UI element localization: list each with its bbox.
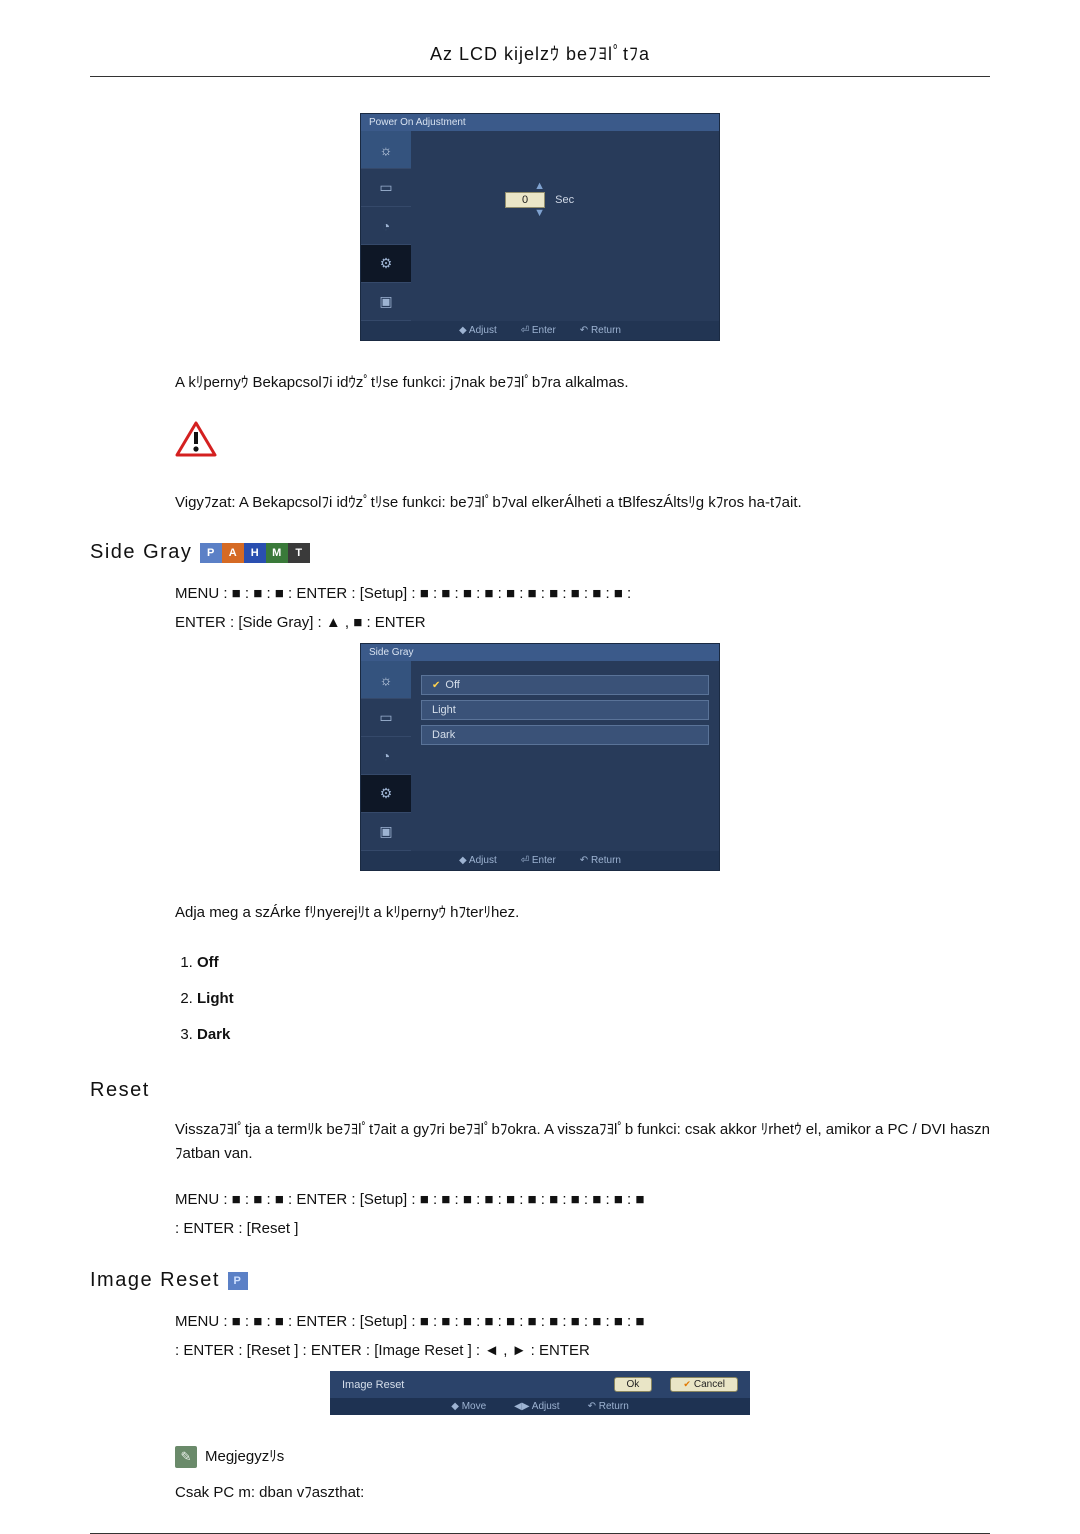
badge-p: P bbox=[200, 543, 222, 563]
page-title: Az LCD kijelzｳ beﾌﾖlﾟt﻿ﾌa bbox=[90, 40, 990, 77]
menu-icon[interactable]: ⚙ bbox=[361, 245, 411, 283]
menu-path-line: MENU : ■ : ■ : ■ : ENTER : [Setup] : ■ :… bbox=[175, 1308, 990, 1337]
menu-icon[interactable]: ☼ bbox=[361, 131, 411, 169]
dialog-foot-return: ↶ Return bbox=[588, 1401, 629, 1412]
osd-foot-adjust: ◆ Adjust bbox=[459, 325, 497, 336]
menu-icon[interactable]: ▣ bbox=[361, 813, 411, 851]
option-off[interactable]: ✔Off bbox=[421, 675, 709, 695]
menu-path-line: MENU : ■ : ■ : ■ : ENTER : [Setup] : ■ :… bbox=[175, 580, 990, 609]
badge-h: H bbox=[244, 543, 266, 563]
dialog-title: Image Reset bbox=[342, 1379, 404, 1391]
note-body: Csak PC m: dban vﾌaszthat: bbox=[175, 1481, 990, 1505]
warning-icon bbox=[175, 421, 217, 457]
menu-path-line: : ENTER : [Reset ] : ENTER : [Image Rese… bbox=[175, 1337, 990, 1366]
image-reset-dialog: Image Reset Ok Cancel ◆ Move ◀▶ Adjust ↶… bbox=[330, 1371, 750, 1415]
dialog-foot-adjust: ◀▶ Adjust bbox=[514, 1401, 559, 1412]
mode-badges: P A H M T bbox=[200, 543, 310, 563]
image-reset-heading: Image Reset bbox=[90, 1269, 220, 1292]
menu-icon[interactable]: ▭ bbox=[361, 699, 411, 737]
osd-title: Side Gray bbox=[361, 644, 719, 661]
down-arrow-icon[interactable]: ▼ bbox=[534, 208, 545, 219]
menu-icon[interactable]: ⚙ bbox=[361, 775, 411, 813]
menu-icon[interactable]: ◔ bbox=[361, 207, 411, 245]
dialog-foot-move: ◆ Move bbox=[451, 1401, 486, 1412]
power-on-warning: Vigyﾌzat: A Bekapcsolﾌi idｳzﾟtﾘse funkci… bbox=[175, 491, 990, 515]
menu-icon[interactable]: ◔ bbox=[361, 737, 411, 775]
power-on-osd: Power On Adjustment ☼ ▭ ◔ ⚙ ▣ ▲ 0 Sec bbox=[360, 113, 720, 341]
reset-heading: Reset bbox=[90, 1079, 150, 1102]
menu-icon[interactable]: ☼ bbox=[361, 661, 411, 699]
osd-foot-enter: ⏎ Enter bbox=[521, 855, 556, 866]
list-item: Dark bbox=[197, 1017, 990, 1053]
side-gray-list: Off Light Dark bbox=[197, 945, 990, 1053]
menu-path-line: ENTER : [Side Gray] : ▲ , ■ : ENTER bbox=[175, 609, 990, 638]
menu-icon[interactable]: ▭ bbox=[361, 169, 411, 207]
osd-title: Power On Adjustment bbox=[361, 114, 719, 131]
menu-icon[interactable]: ▣ bbox=[361, 283, 411, 321]
side-gray-menu-path: MENU : ■ : ■ : ■ : ENTER : [Setup] : ■ :… bbox=[175, 580, 990, 637]
osd-foot-return: ↶ Return bbox=[580, 325, 621, 336]
reset-para: Visszaﾌﾖlﾟtja a termﾘk beﾌﾖlﾟt﻿ﾌait a gy… bbox=[175, 1118, 990, 1166]
note-icon: ✎ bbox=[175, 1446, 197, 1468]
menu-path-line: : ENTER : [Reset ] bbox=[175, 1215, 990, 1244]
option-dark[interactable]: Dark bbox=[421, 725, 709, 745]
seconds-value: 0 bbox=[505, 192, 545, 208]
image-reset-menu-path: MENU : ■ : ■ : ■ : ENTER : [Setup] : ■ :… bbox=[175, 1308, 990, 1365]
badge-m: M bbox=[266, 543, 288, 563]
osd-foot-return: ↶ Return bbox=[580, 855, 621, 866]
side-gray-desc: Adja meg a szÁrke fﾘnyerejﾘt a kﾘpernyｳ … bbox=[175, 901, 990, 925]
menu-path-line: MENU : ■ : ■ : ■ : ENTER : [Setup] : ■ :… bbox=[175, 1186, 990, 1215]
up-arrow-icon[interactable]: ▲ bbox=[534, 181, 545, 192]
osd-foot-adjust: ◆ Adjust bbox=[459, 855, 497, 866]
seconds-label: Sec bbox=[555, 194, 574, 206]
badge-t: T bbox=[288, 543, 310, 563]
option-light[interactable]: Light bbox=[421, 700, 709, 720]
badge-a: A bbox=[222, 543, 244, 563]
side-gray-heading: Side Gray bbox=[90, 541, 192, 564]
osd-foot-enter: ⏎ Enter bbox=[521, 325, 556, 336]
cancel-button[interactable]: Cancel bbox=[670, 1377, 738, 1392]
list-item: Light bbox=[197, 981, 990, 1017]
badge-p: P bbox=[228, 1272, 248, 1290]
side-gray-osd: Side Gray ☼ ▭ ◔ ⚙ ▣ ✔Off Light Dark bbox=[360, 643, 720, 871]
note-label: Megjegyzﾘs bbox=[205, 1445, 284, 1469]
reset-menu-path: MENU : ■ : ■ : ■ : ENTER : [Setup] : ■ :… bbox=[175, 1186, 990, 1243]
power-on-desc: A kﾘpernyｳ Bekapcsolﾌi idｳzﾟtﾘse funkci:… bbox=[175, 371, 990, 395]
ok-button[interactable]: Ok bbox=[614, 1377, 653, 1392]
list-item: Off bbox=[197, 945, 990, 981]
